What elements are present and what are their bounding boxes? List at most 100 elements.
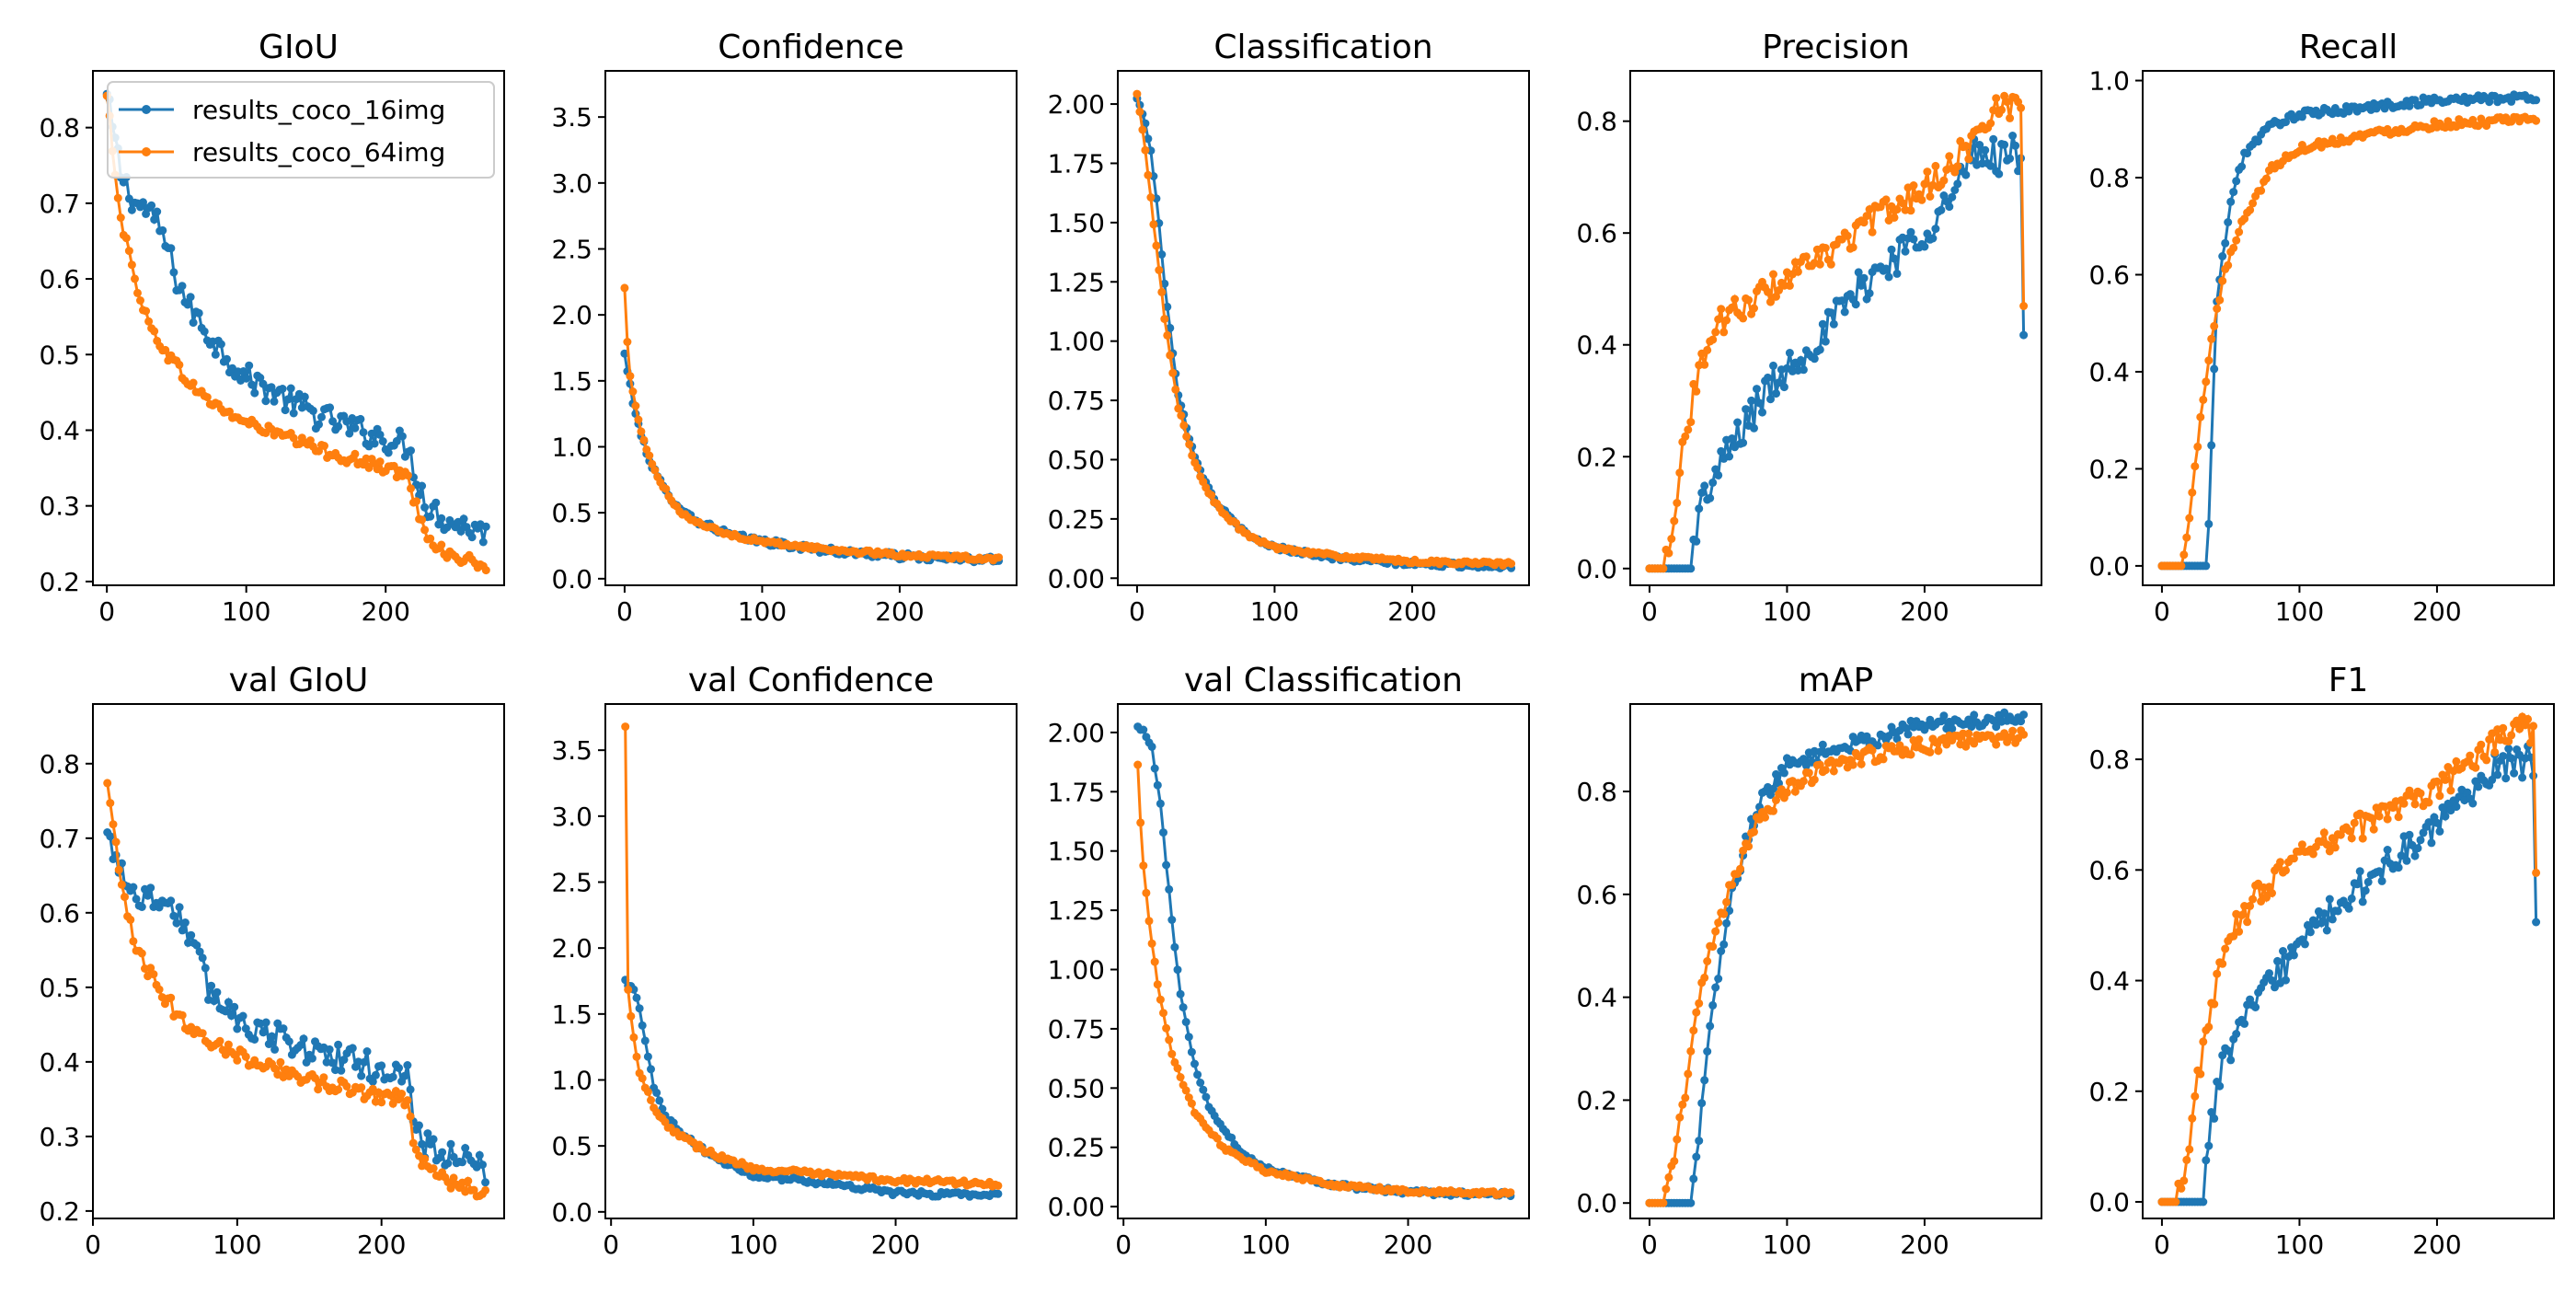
data-point: [638, 1021, 647, 1030]
data-point: [1909, 181, 1918, 190]
data-point: [1155, 266, 1164, 274]
data-point: [2006, 733, 2015, 742]
data-point: [1714, 975, 1723, 983]
data-point: [1673, 1135, 1682, 1144]
data-point: [1747, 396, 1756, 405]
data-point: [475, 1150, 484, 1160]
x-tick-label: 200: [1384, 1230, 1432, 1260]
data-point: [146, 883, 155, 893]
data-point: [1697, 488, 1707, 497]
data-point: [1859, 273, 1869, 283]
y-tick-label: 0.2: [39, 567, 80, 597]
data-point: [620, 349, 629, 358]
data-point: [1717, 305, 1726, 314]
series-classification-1: [1133, 89, 1516, 570]
data-point: [308, 406, 317, 415]
data-point: [223, 354, 231, 364]
data-point: [2262, 174, 2271, 183]
data-point: [620, 283, 629, 293]
data-point: [264, 1040, 273, 1048]
data-point: [1868, 227, 1877, 237]
data-point: [1848, 760, 1857, 769]
data-point: [1167, 1049, 1177, 1058]
data-point: [2424, 818, 2433, 827]
axes-frame: [1629, 703, 2042, 1219]
data-point: [2196, 1069, 2205, 1079]
data-point: [2532, 96, 2541, 105]
data-point: [116, 214, 125, 222]
data-point: [1166, 351, 1175, 360]
data-point: [2317, 918, 2326, 928]
data-point: [1775, 286, 1783, 294]
series-line: [1135, 98, 1512, 571]
data-point: [133, 288, 142, 297]
data-point: [2383, 846, 2392, 854]
y-tick-label: 0.8: [39, 113, 80, 144]
data-point: [1673, 499, 1682, 507]
y-tick-label: 2.0: [551, 300, 592, 330]
data-point: [2218, 252, 2227, 260]
data-point: [2218, 959, 2227, 968]
data-point: [632, 1052, 641, 1061]
series-map-0: [1645, 708, 2029, 1207]
y-tick-label: 0.5: [551, 1131, 592, 1161]
data-point: [624, 985, 633, 994]
data-point: [311, 1074, 319, 1082]
data-point: [2471, 763, 2480, 772]
data-point: [408, 1138, 418, 1148]
data-point: [415, 1121, 423, 1130]
data-point: [261, 1018, 270, 1027]
data-point: [481, 1178, 490, 1187]
data-point: [215, 1036, 224, 1045]
data-point: [1840, 307, 1849, 317]
data-point: [241, 1052, 250, 1061]
y-tick-label: 1.50: [1048, 837, 1105, 867]
data-point: [1719, 909, 1729, 918]
data-point: [1179, 1003, 1188, 1012]
data-point: [2182, 1155, 2191, 1164]
data-point: [1826, 308, 1835, 317]
data-point: [146, 964, 155, 973]
data-point: [127, 205, 136, 214]
y-tick-label: 3.5: [551, 735, 592, 766]
data-point: [429, 1135, 438, 1144]
series-line: [623, 352, 999, 564]
series-precision-0: [1645, 132, 2029, 573]
data-point: [1176, 989, 1185, 999]
data-point: [195, 947, 204, 956]
series-map-1: [1645, 726, 2029, 1207]
data-point: [2182, 533, 2191, 542]
data-point: [2232, 177, 2241, 186]
data-point: [469, 1185, 478, 1195]
data-point: [360, 1057, 369, 1067]
data-point: [1152, 241, 1161, 250]
data-point: [1692, 537, 1701, 546]
data-point: [1706, 1022, 1715, 1031]
y-tick-label: 1.00: [1048, 327, 1105, 357]
data-point: [1717, 947, 1726, 955]
data-point: [1948, 192, 1957, 202]
data-point: [2394, 863, 2403, 872]
data-point: [175, 360, 184, 369]
y-tick-label: 0.8: [2088, 745, 2130, 775]
data-point: [315, 420, 323, 429]
data-point: [1928, 234, 1938, 243]
y-tick-label: 0.6: [1576, 880, 1617, 910]
data-point: [2235, 927, 2244, 936]
data-point: [1157, 250, 1167, 259]
data-point: [1139, 861, 1148, 871]
y-tick-label: 0.4: [2088, 357, 2130, 387]
data-point: [1939, 711, 1949, 721]
data-point: [2210, 321, 2219, 330]
data-point: [2388, 803, 2398, 813]
data-point: [1507, 560, 1516, 568]
data-point: [2325, 895, 2334, 904]
data-point: [227, 1011, 236, 1021]
data-point: [1182, 432, 1191, 441]
data-point: [1149, 220, 1158, 229]
data-point: [1744, 295, 1754, 305]
data-point: [1157, 287, 1167, 296]
data-point: [621, 722, 630, 732]
data-point: [1892, 269, 1902, 278]
